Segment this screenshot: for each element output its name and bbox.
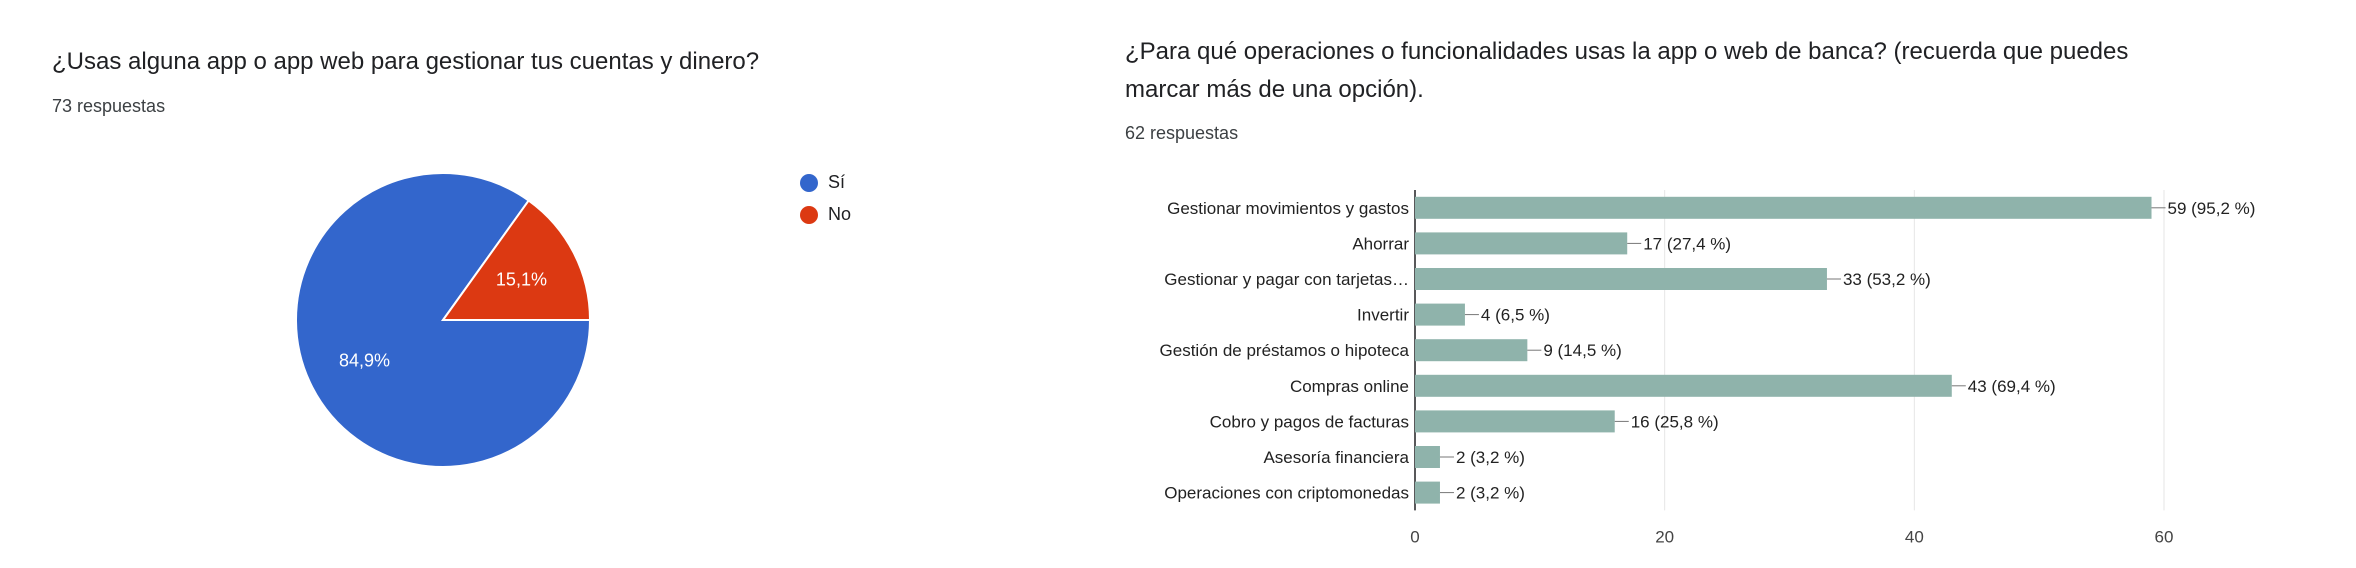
x-tick-label: 40	[1905, 527, 1924, 546]
x-tick-label: 60	[2155, 527, 2174, 546]
category-label: Cobro y pagos de facturas	[1210, 412, 1409, 431]
category-label: Invertir	[1357, 306, 1409, 325]
x-tick-label: 20	[1655, 527, 1674, 546]
legend-swatch	[800, 205, 818, 224]
pie-response-count: 73 respuestas	[52, 96, 166, 116]
legend-label: No	[828, 204, 852, 224]
bar-value-label: 9 (14,5 %)	[1543, 341, 1621, 360]
bar-chart: 0 20 40 60 Gestionar movimientos y gastos 59 …	[1160, 190, 2256, 546]
bar[interactable]	[1415, 374, 1952, 397]
bar[interactable]	[1415, 446, 1440, 468]
legend-item-si[interactable]: Sí	[800, 172, 845, 193]
bar-value-label: 2 (3,2 %)	[1456, 484, 1525, 503]
bar[interactable]	[1415, 232, 1628, 255]
bar-response-count: 62 respuestas	[1125, 123, 1239, 143]
bar-chart-panel: ¿Para qué operaciones o funcionalidades …	[1100, 0, 2356, 568]
bar-value-label: 17 (27,4 %)	[1643, 234, 1731, 253]
bar[interactable]	[1415, 481, 1440, 504]
bar-value-label: 4 (6,5 %)	[1481, 306, 1550, 325]
bar[interactable]	[1415, 268, 1827, 290]
pie-chart: 84,9% 15,1%	[295, 172, 592, 468]
category-label: Gestionar movimientos y gastos	[1167, 199, 1409, 218]
legend-label: Sí	[828, 172, 846, 192]
bar-question-title-line1: ¿Para qué operaciones o funcionalidades …	[1125, 38, 2129, 65]
pie-chart-panel: ¿Usas alguna app o app web para gestiona…	[0, 0, 1100, 568]
bar[interactable]	[1415, 410, 1615, 433]
bar-value-label: 43 (69,4 %)	[1968, 377, 2056, 396]
bar[interactable]	[1415, 196, 2152, 219]
bar-value-label: 33 (53,2 %)	[1843, 270, 1931, 289]
bar-question-title-line2: marcar más de una opción).	[1125, 76, 1424, 103]
legend-item-no[interactable]: No	[800, 204, 851, 225]
x-tick-label: 0	[1410, 527, 1419, 546]
pie-question-title: ¿Usas alguna app o app web para gestiona…	[52, 48, 760, 75]
pie-slice-label: 84,9%	[339, 350, 390, 370]
category-label: Gestionar y pagar con tarjetas…	[1164, 270, 1409, 289]
pie-slice-label: 15,1%	[496, 270, 547, 290]
legend-swatch	[800, 173, 818, 192]
bar-value-label: 16 (25,8 %)	[1631, 412, 1719, 431]
category-label: Operaciones con criptomonedas	[1164, 484, 1409, 503]
bar-value-label: 2 (3,2 %)	[1456, 448, 1525, 467]
pie-slice-no[interactable]	[441, 199, 592, 321]
bar[interactable]	[1415, 339, 1528, 362]
category-label: Asesoría financiera	[1263, 448, 1409, 467]
category-label: Compras online	[1290, 377, 1409, 396]
category-label: Gestión de préstamos o hipoteca	[1160, 341, 1410, 360]
category-label: Ahorrar	[1352, 234, 1409, 253]
bar[interactable]	[1415, 303, 1465, 326]
bar-value-label: 59 (95,2 %)	[2168, 199, 2256, 218]
